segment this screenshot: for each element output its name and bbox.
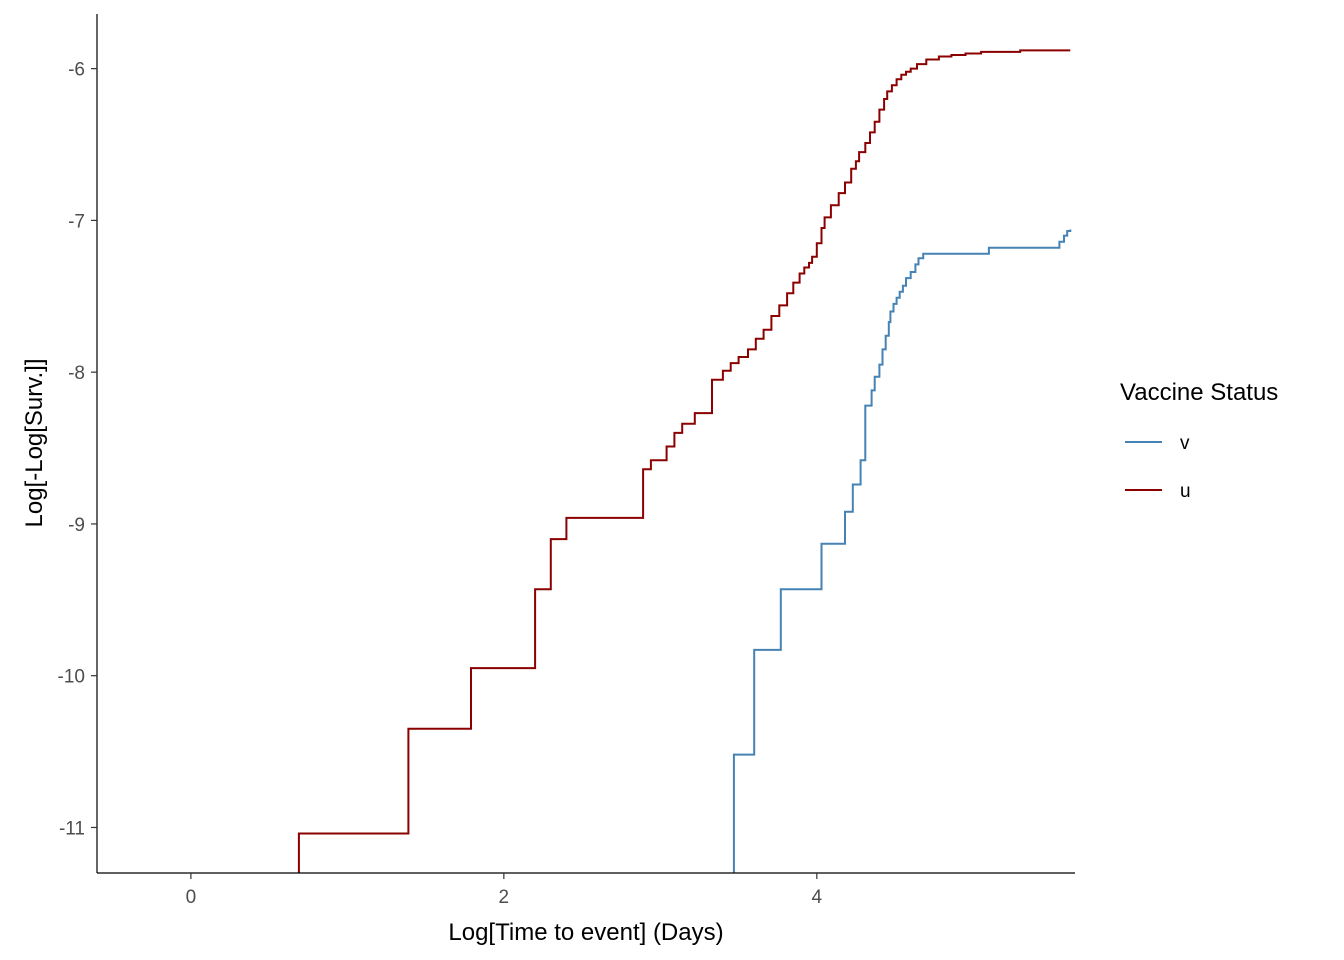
y-tick-label: -11 (59, 818, 85, 839)
y-axis-title: Log[-Log[Surv.]] (21, 359, 48, 528)
series-line-v (732, 229, 1072, 873)
y-tick-label: -9 (68, 515, 85, 536)
x-axis-title: Log[Time to event] (Days) (448, 919, 723, 946)
y-tick-label: -8 (68, 363, 85, 384)
y-tick-label: -10 (58, 667, 85, 688)
y-tick-label: -7 (68, 211, 85, 232)
y-tick-label: -6 (68, 60, 85, 81)
series-line-u (297, 49, 1071, 873)
legend-label-u: u (1180, 481, 1191, 502)
legend-title: Vaccine Status (1120, 379, 1278, 406)
y-ticks: -11 -10 -9 -8 -7 -6 (58, 60, 97, 839)
series-layer (297, 49, 1072, 873)
x-tick-label: 0 (186, 887, 197, 908)
x-tick-label: 2 (499, 887, 510, 908)
x-tick-label: 4 (812, 887, 823, 908)
legend: Vaccine Status v u (1120, 379, 1278, 502)
legend-label-v: v (1180, 433, 1190, 454)
x-ticks: 0 2 4 (186, 873, 823, 908)
